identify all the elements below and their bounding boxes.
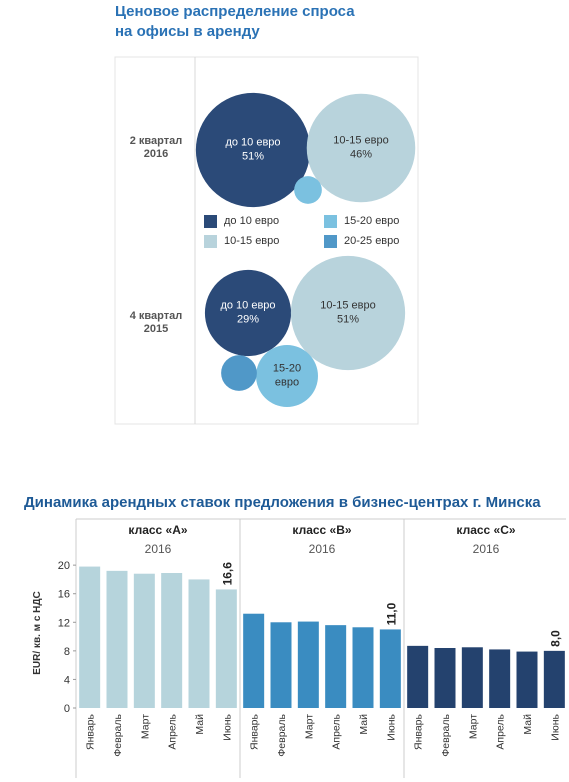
bar bbox=[133, 573, 155, 708]
bubble-name: до 10 евро bbox=[225, 136, 281, 149]
bubble-value: 51% bbox=[241, 150, 264, 162]
x-tick-label: Январь bbox=[85, 713, 97, 750]
legend-swatch bbox=[204, 215, 217, 228]
y-tick-label: 8 bbox=[64, 646, 70, 658]
bar bbox=[270, 622, 292, 708]
x-tick-label: Январь bbox=[249, 713, 261, 750]
x-tick-label: Апрель bbox=[331, 713, 343, 749]
panel-name: класс «А» bbox=[128, 523, 187, 537]
chart-title: Динамика арендных ставок предложения в б… bbox=[24, 494, 541, 511]
bubble bbox=[256, 345, 318, 407]
bubble-value: 46% bbox=[349, 148, 372, 160]
row-label: 2 квартал 2016 bbox=[129, 135, 183, 161]
bubble-label: до 10 евро 29% bbox=[211, 299, 284, 327]
legend-swatch bbox=[204, 235, 217, 248]
bubble-value: 51% bbox=[336, 313, 359, 325]
bubble-name: 10-15 евро bbox=[320, 299, 376, 312]
bar bbox=[297, 621, 319, 708]
x-tick-label: Февраль bbox=[276, 713, 288, 756]
legend-label: 15-20 евро bbox=[344, 215, 400, 227]
x-tick-label: Июнь bbox=[221, 713, 233, 740]
bubble-name: 10-15 евро bbox=[333, 134, 389, 147]
legend-swatch bbox=[324, 215, 337, 228]
legend-label: до 10 евро bbox=[224, 215, 280, 227]
x-tick-label: Февраль bbox=[440, 713, 452, 756]
bar bbox=[543, 650, 565, 708]
plot-frame bbox=[114, 56, 419, 425]
x-tick-label: Июнь bbox=[549, 713, 561, 740]
bar bbox=[434, 648, 456, 708]
bubble-name: до 10 евро bbox=[220, 299, 276, 312]
bar bbox=[161, 573, 183, 708]
chart-title: Ценовое распределение спроса на офисы в … bbox=[115, 3, 355, 41]
value-label: 16,6 bbox=[220, 562, 234, 586]
y-axis-label: EUR/ кв. м с НДС bbox=[32, 591, 43, 674]
bar bbox=[79, 566, 101, 708]
bar bbox=[325, 625, 347, 708]
bubble bbox=[221, 355, 257, 391]
bar bbox=[243, 613, 265, 708]
bar bbox=[352, 627, 374, 708]
y-tick-label: 12 bbox=[58, 617, 70, 629]
x-tick-label: Февраль bbox=[112, 713, 124, 756]
bubble bbox=[204, 269, 292, 357]
bubble-label: 10-15 евро 46% bbox=[315, 134, 407, 162]
y-tick-label: 4 bbox=[64, 674, 70, 686]
x-tick-label: Май bbox=[358, 714, 370, 735]
bar bbox=[516, 651, 538, 708]
y-tick-label: 16 bbox=[58, 589, 70, 601]
x-tick-label: Март bbox=[139, 714, 151, 739]
bubble-value: 29% bbox=[236, 313, 259, 325]
x-tick-label: Март bbox=[303, 714, 315, 739]
bubble bbox=[290, 255, 406, 371]
panel-year: 2016 bbox=[473, 542, 500, 556]
bar bbox=[188, 579, 210, 708]
bubble bbox=[195, 92, 311, 208]
bar bbox=[407, 645, 429, 708]
bar bbox=[489, 649, 511, 708]
bar bbox=[461, 647, 483, 708]
bar bbox=[106, 570, 128, 708]
x-tick-label: Январь bbox=[413, 713, 425, 750]
bar bbox=[215, 589, 237, 708]
x-tick-label: Июнь bbox=[385, 713, 397, 740]
x-tick-label: Май bbox=[194, 714, 206, 735]
row-label: 4 квартал 2015 bbox=[129, 310, 183, 336]
bar bbox=[379, 629, 401, 708]
value-label: 8,0 bbox=[548, 630, 562, 647]
x-tick-label: Апрель bbox=[167, 713, 179, 749]
x-tick-label: Апрель bbox=[495, 713, 507, 749]
panel-name: класс «В» bbox=[292, 523, 351, 537]
legend-swatch bbox=[324, 235, 337, 248]
bubble-label: до 10 евро 51% bbox=[204, 136, 301, 164]
panel-year: 2016 bbox=[309, 542, 336, 556]
bubble-label: 15-20 евро bbox=[261, 362, 314, 390]
panel-name: класс «С» bbox=[456, 523, 515, 537]
legend-label: 10-15 евро bbox=[224, 235, 280, 247]
bubble-name: 15-20 евро bbox=[272, 362, 302, 388]
bubble-label: 10-15 евро 51% bbox=[299, 299, 396, 327]
x-tick-label: Май bbox=[522, 714, 534, 735]
y-tick-label: 0 bbox=[64, 703, 70, 715]
panel-year: 2016 bbox=[145, 542, 172, 556]
value-label: 11,0 bbox=[384, 602, 398, 625]
y-tick-label: 20 bbox=[58, 560, 70, 572]
x-tick-label: Март bbox=[467, 714, 479, 739]
legend-label: 20-25 евро bbox=[344, 235, 400, 247]
bubble bbox=[306, 93, 416, 203]
bubble bbox=[294, 176, 322, 204]
